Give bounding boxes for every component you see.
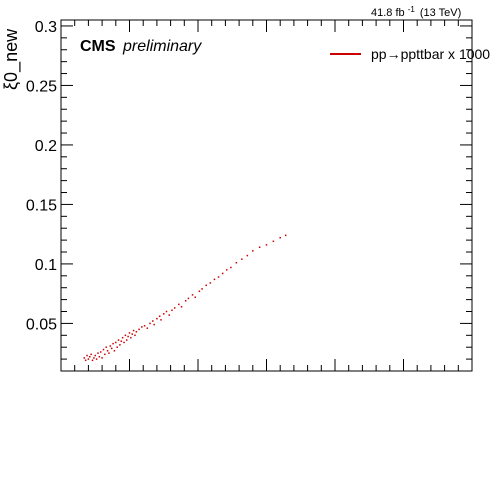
data-point xyxy=(127,335,129,338)
data-point xyxy=(205,284,207,287)
data-point xyxy=(97,352,99,354)
data-point xyxy=(143,325,146,327)
data-point xyxy=(146,327,149,329)
data-point xyxy=(156,317,158,320)
data-point xyxy=(160,319,162,321)
data-point xyxy=(209,282,212,284)
data-point xyxy=(116,346,118,348)
data-point xyxy=(213,278,216,281)
data-point xyxy=(168,314,170,316)
data-point xyxy=(115,341,117,344)
axis-ticks xyxy=(60,20,473,372)
data-point xyxy=(95,358,98,360)
data-point xyxy=(83,357,86,359)
data-point xyxy=(120,340,123,343)
data-point xyxy=(119,344,121,346)
data-point xyxy=(128,332,131,334)
data-point xyxy=(109,345,112,347)
data-point xyxy=(93,357,95,359)
data-point xyxy=(252,250,254,252)
y-tick-label: 0.25 xyxy=(26,78,57,95)
y-tick-label: 0.2 xyxy=(35,138,57,155)
data-point xyxy=(124,334,127,337)
data-point xyxy=(184,300,187,302)
data-point xyxy=(91,359,94,362)
y-tick-labels: 0.05 0.1 0.15 0.2 0.25 0.3 xyxy=(26,19,57,333)
data-point xyxy=(221,272,224,275)
experiment-label: CMS preliminary xyxy=(80,38,202,55)
data-point xyxy=(198,290,201,293)
data-point xyxy=(89,355,91,358)
data-point xyxy=(173,307,176,309)
data-point xyxy=(149,322,151,325)
data-point xyxy=(230,266,232,269)
data-point xyxy=(265,244,268,246)
data-point xyxy=(102,348,105,351)
data-point xyxy=(226,269,228,271)
data-point xyxy=(138,328,140,331)
data-point xyxy=(117,339,120,341)
plot-frame xyxy=(60,19,473,372)
data-point xyxy=(135,330,138,333)
data-point xyxy=(126,339,128,341)
data-point xyxy=(178,303,180,306)
y-tick-label: 0.1 xyxy=(35,257,57,274)
data-point xyxy=(258,246,261,249)
data-point xyxy=(99,351,102,353)
data-point xyxy=(152,320,154,322)
data-point xyxy=(165,310,168,313)
data-point xyxy=(201,288,203,290)
legend-label: pp→ppttbar x 1000 xyxy=(371,46,490,62)
y-tick-label: 0.3 xyxy=(35,19,57,36)
data-point xyxy=(246,254,249,257)
data-point xyxy=(132,329,135,332)
header-luminosity: 41.8 fb -1 (13 TeV) xyxy=(371,3,461,19)
data-point xyxy=(121,336,124,339)
data-point xyxy=(279,236,281,239)
data-point xyxy=(84,359,87,362)
data-point xyxy=(94,354,96,357)
data-point xyxy=(113,350,116,352)
data-point xyxy=(90,353,92,356)
data-point xyxy=(112,342,114,345)
y-axis-label: ξ0_new xyxy=(1,28,22,90)
data-point xyxy=(130,336,132,339)
data-point xyxy=(153,323,155,326)
data-point xyxy=(98,355,101,358)
data-point xyxy=(171,309,173,312)
data-point xyxy=(86,354,88,357)
y-tick-label: 0.15 xyxy=(26,197,57,214)
data-point xyxy=(217,276,220,278)
data-point xyxy=(105,346,107,348)
data-point xyxy=(241,258,243,260)
data-point xyxy=(106,350,109,352)
data-point xyxy=(131,333,133,335)
data-point xyxy=(187,297,190,300)
data-point xyxy=(134,334,136,337)
data-point xyxy=(194,296,197,298)
y-tick-label: 0.05 xyxy=(26,316,57,333)
data-point xyxy=(158,315,161,318)
data-point xyxy=(163,313,165,315)
data-point xyxy=(191,294,194,296)
data-point xyxy=(272,240,275,243)
data-point xyxy=(110,347,113,350)
data-point xyxy=(180,305,183,308)
data-point xyxy=(87,358,90,360)
data-point xyxy=(141,326,143,328)
data-point xyxy=(123,341,125,344)
data-points xyxy=(83,234,287,362)
data-point xyxy=(104,353,106,356)
data-point xyxy=(108,352,110,354)
data-point xyxy=(284,234,287,237)
data-point xyxy=(101,357,103,359)
data-point xyxy=(235,261,238,264)
